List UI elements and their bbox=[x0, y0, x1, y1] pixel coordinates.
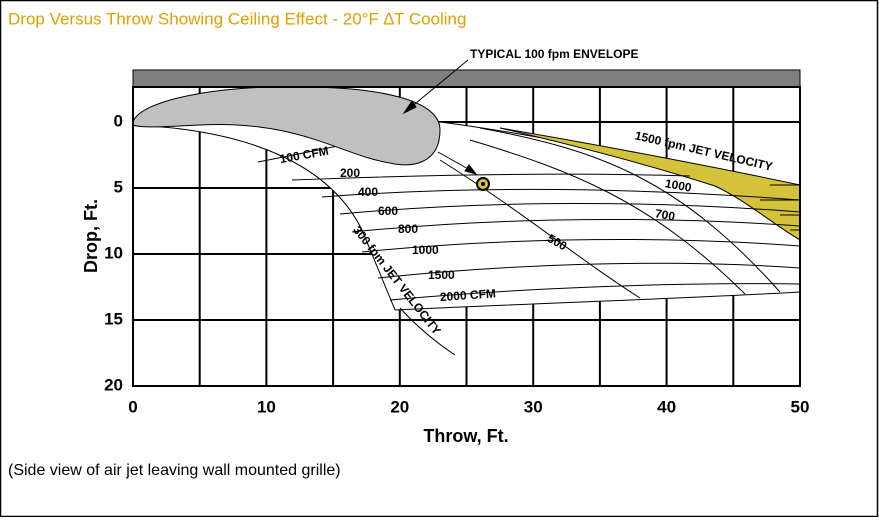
annotation: 600 bbox=[378, 204, 398, 218]
y-tick-label: 15 bbox=[104, 309, 123, 328]
annotation: 200 bbox=[340, 166, 360, 180]
annotation: 2000 CFM bbox=[439, 286, 496, 304]
y-tick-label: 20 bbox=[104, 375, 123, 394]
annotation: 1500 bbox=[428, 268, 455, 282]
plot-border bbox=[132, 86, 801, 387]
x-tick-label: 20 bbox=[390, 397, 409, 416]
annotation: 700 bbox=[654, 206, 676, 223]
x-axis-label: Throw, Ft. bbox=[423, 426, 508, 446]
y-axis-label: Drop, Ft. bbox=[81, 199, 101, 273]
x-tick-label: 50 bbox=[791, 397, 810, 416]
jet-lines bbox=[257, 124, 801, 356]
x-tick-label: 10 bbox=[257, 397, 276, 416]
annotation: 1000 bbox=[664, 176, 693, 194]
annotation: TYPICAL 100 fpm ENVELOPE bbox=[470, 47, 639, 61]
x-tick-label: 30 bbox=[524, 397, 543, 416]
annotation: 800 bbox=[398, 222, 418, 236]
annotation: 400 bbox=[358, 185, 378, 199]
arrows bbox=[402, 59, 478, 175]
ceiling bbox=[132, 69, 801, 88]
marker-dot bbox=[481, 182, 485, 186]
chart-title: Drop Versus Throw Showing Ceiling Effect… bbox=[8, 9, 466, 28]
y-tick-label: 0 bbox=[114, 111, 123, 130]
velocity-band bbox=[499, 127, 801, 241]
x-tick-label: 40 bbox=[657, 397, 676, 416]
annotation: 1000 bbox=[412, 243, 439, 257]
caption: (Side view of air jet leaving wall mount… bbox=[8, 462, 341, 479]
y-tick-label: 5 bbox=[114, 177, 123, 196]
x-tick-label: 0 bbox=[128, 397, 137, 416]
y-tick-label: 10 bbox=[104, 243, 123, 262]
plot-area bbox=[132, 59, 801, 387]
